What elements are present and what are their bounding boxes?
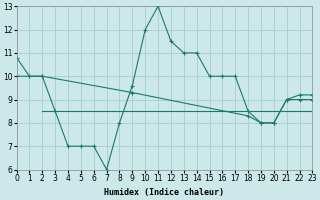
- X-axis label: Humidex (Indice chaleur): Humidex (Indice chaleur): [105, 188, 225, 197]
